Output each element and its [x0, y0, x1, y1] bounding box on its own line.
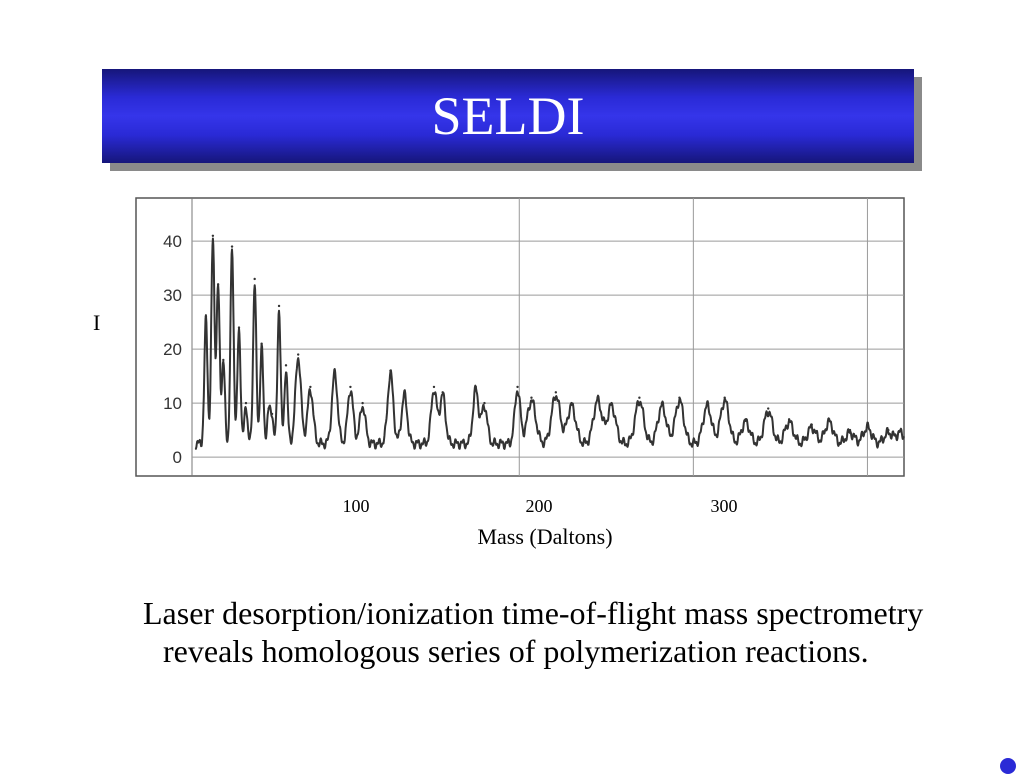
x-tick-200: 200: [525, 496, 553, 516]
peak-point-7: [253, 277, 256, 281]
title-bar: SELDI: [102, 69, 914, 163]
peak-point-9: [267, 407, 270, 410]
grid-layer: [192, 198, 904, 476]
x-tick-100: 100: [342, 496, 370, 516]
y-tick-labels: 0 10 20 30 40: [163, 232, 182, 467]
peak-point-39: [827, 418, 831, 421]
peak-point-36: [767, 407, 770, 410]
peak-point-25: [530, 396, 533, 399]
peak-markers: [204, 234, 902, 432]
peak-point-0: [204, 315, 208, 318]
peak-point-31: [660, 401, 664, 405]
peak-point-38: [810, 423, 813, 426]
peak-point-20: [432, 385, 436, 389]
y-tick-label-10: 10: [163, 394, 182, 413]
y-tick-label-40: 40: [163, 232, 182, 251]
peak-point-13: [296, 353, 300, 356]
peak-point-42: [887, 428, 890, 432]
peak-point-34: [723, 396, 726, 399]
slide-caption: Laser desorption/ionization time-of-flig…: [143, 595, 924, 669]
peak-point-27: [570, 401, 573, 405]
peak-point-14: [309, 385, 312, 389]
y-axis-label: I: [93, 310, 101, 335]
peak-point-41: [866, 423, 869, 426]
peak-point-3: [222, 358, 225, 362]
peak-point-29: [610, 401, 613, 405]
peak-point-15: [333, 369, 336, 372]
peak-point-22: [474, 385, 477, 389]
x-tick-300: 300: [710, 496, 738, 516]
peak-point-12: [284, 364, 288, 367]
peak-point-5: [237, 326, 241, 329]
peak-point-33: [706, 401, 709, 405]
peak-point-32: [678, 396, 681, 399]
spectrum-trace: [194, 237, 905, 450]
peak-point-37: [787, 418, 791, 421]
peak-point-6: [244, 401, 248, 405]
y-tick-label-0: 0: [173, 448, 182, 467]
peak-point-24: [516, 385, 519, 389]
peak-point-1: [211, 234, 215, 237]
peak-point-16: [349, 385, 352, 389]
peak-point-8: [260, 342, 263, 345]
peak-point-10: [270, 412, 274, 416]
peak-point-17: [361, 401, 364, 405]
peak-point-43: [899, 428, 902, 432]
corner-dot: [1000, 758, 1016, 774]
x-axis-label: Mass (Daltons): [477, 524, 613, 549]
peak-point-18: [389, 369, 392, 372]
peak-point-26: [554, 391, 558, 394]
peak-point-11: [277, 304, 281, 308]
peak-point-28: [596, 396, 599, 399]
peak-point-19: [403, 391, 406, 394]
y-tick-label-30: 30: [163, 286, 182, 305]
peak-point-30: [638, 396, 641, 399]
peak-point-21: [441, 391, 444, 394]
slide-title: SELDI: [431, 86, 585, 146]
peak-point-23: [483, 401, 486, 405]
peak-point-35: [744, 418, 747, 421]
peak-point-2: [216, 283, 220, 286]
peak-point-4: [230, 245, 234, 248]
y-tick-label-20: 20: [163, 340, 182, 359]
peak-point-40: [848, 428, 852, 432]
